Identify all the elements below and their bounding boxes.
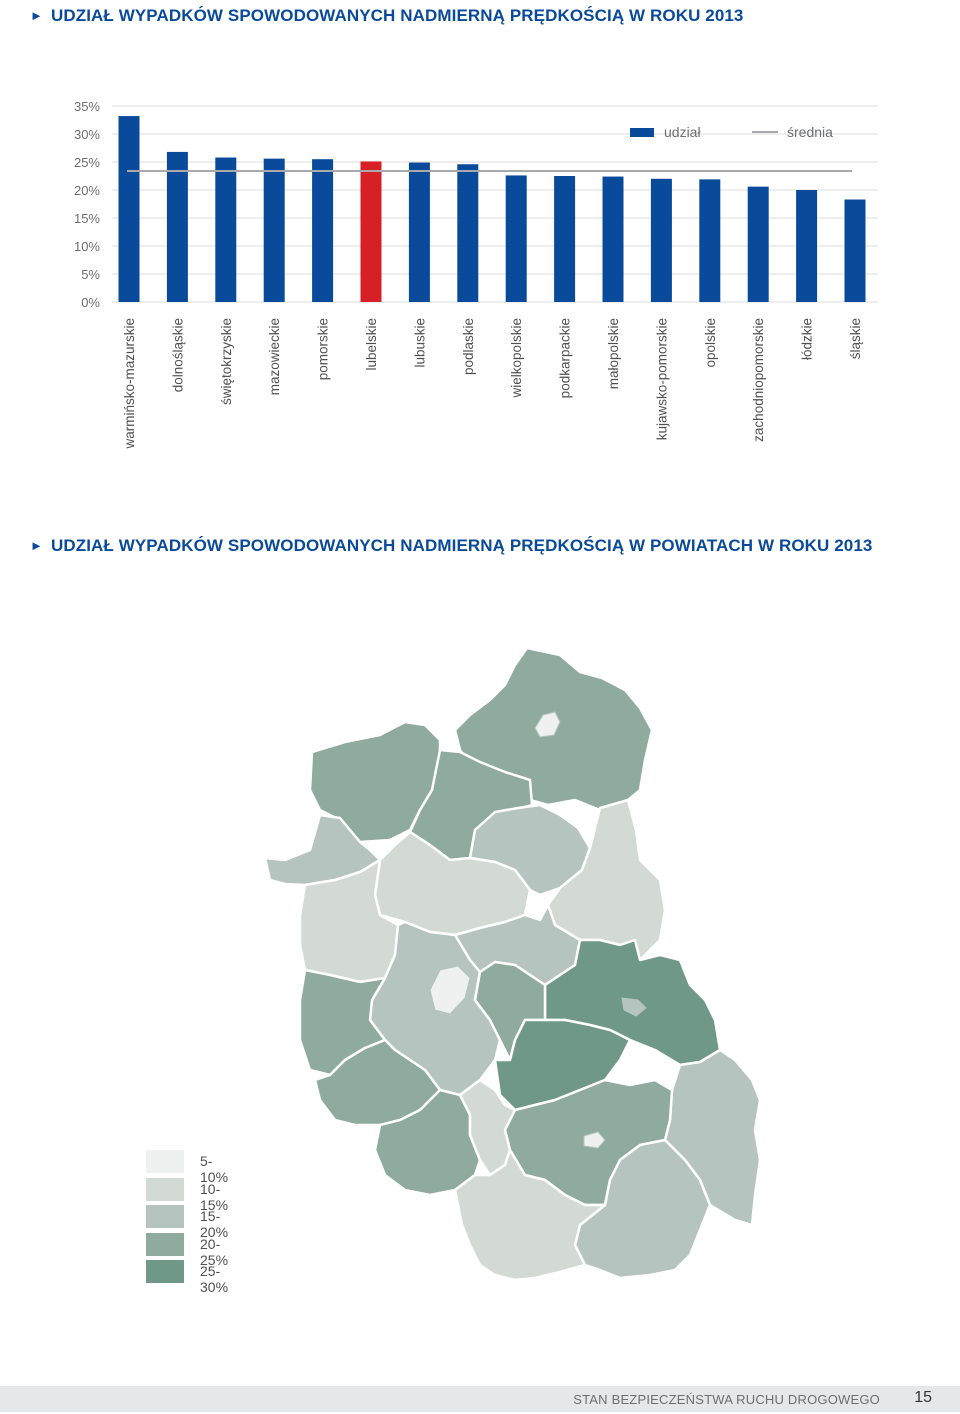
y-tick-label: 20% — [74, 183, 100, 198]
x-tick-label: warmińsko-mazurskie — [122, 318, 137, 450]
y-tick-label: 0% — [81, 295, 100, 310]
x-tick-label: wielkopolskie — [509, 318, 524, 399]
bar — [408, 162, 430, 302]
x-tick-label: lubuskie — [412, 318, 427, 368]
chart-grid — [112, 105, 878, 303]
x-tick-label: śląskie — [848, 318, 863, 359]
y-tick-label: 15% — [74, 211, 100, 226]
bar — [263, 158, 285, 302]
y-tick-label: 5% — [81, 267, 100, 282]
x-tick-label: dolnośląskie — [170, 318, 185, 392]
map-city-enclave — [429, 965, 471, 1015]
y-tick-label: 25% — [74, 155, 100, 170]
page-number: 15 — [914, 1389, 932, 1406]
bar-chart: 0% 5% 10% 15% 20% 25% 30% 35% warmińsko-mazursk… — [74, 99, 878, 450]
legend-swatch — [146, 1232, 184, 1256]
legend-swatch — [146, 1177, 184, 1201]
map-city-enclave — [583, 1131, 606, 1149]
x-tick-label: kujawsko-pomorskie — [654, 318, 669, 440]
bar — [844, 199, 866, 302]
legend-swatch — [146, 1205, 184, 1228]
bar — [118, 116, 140, 302]
legend-label-udzial: udział — [664, 124, 701, 140]
title-arrow-icon: ► — [30, 8, 43, 23]
page-footer: STAN BEZPIECZEŃSTWA RUCHU DROGOWEGO 15 — [0, 1386, 960, 1412]
bar — [505, 175, 527, 302]
bar — [554, 176, 576, 302]
x-tick-label: małopolskie — [606, 318, 621, 389]
choropleth-map — [263, 646, 762, 1282]
bar — [360, 161, 382, 302]
y-tick-label: 35% — [74, 99, 100, 114]
x-tick-label: opolskie — [703, 318, 718, 368]
chart-bars — [118, 116, 866, 302]
bar — [650, 178, 672, 302]
bar — [699, 179, 721, 302]
x-tick-label: świętokrzyskie — [219, 318, 234, 405]
legend-label: 15-20% — [200, 1208, 229, 1240]
map-title: ► UDZIAŁ WYPADKÓW SPOWODOWANYCH NADMIERNĄ… — [30, 536, 873, 555]
map-region — [263, 813, 382, 887]
map-region — [453, 1148, 607, 1282]
map-region — [373, 830, 532, 937]
legend-swatch-udzial — [630, 128, 654, 137]
chart-title: ► UDZIAŁ WYPADKÓW SPOWODOWANYCH NADMIERNĄ… — [30, 6, 744, 25]
footer-title: STAN BEZPIECZEŃSTWA RUCHU DROGOWEGO — [573, 1392, 880, 1407]
bar — [457, 164, 479, 302]
x-tick-label: pomorskie — [316, 318, 331, 380]
title-arrow-icon: ► — [30, 538, 43, 553]
legend-label: 25-30% — [200, 1263, 229, 1295]
chart-legend: udział średnia — [630, 124, 833, 140]
bar — [602, 176, 624, 302]
bar — [747, 186, 769, 302]
x-tick-label: mazowieckie — [267, 318, 282, 395]
legend-label-srednia: średnia — [787, 124, 833, 140]
map-city-enclave — [621, 997, 647, 1017]
x-tick-label: łódzkie — [800, 318, 815, 360]
bar — [312, 159, 334, 302]
x-tick-label: zachodniopomorskie — [751, 318, 766, 442]
legend-label: 5-10% — [200, 1153, 229, 1185]
y-axis-ticks: 0% 5% 10% 15% 20% 25% 30% 35% — [74, 99, 100, 310]
x-tick-label: lubelskie — [364, 318, 379, 371]
x-tick-label: podkarpackie — [558, 318, 573, 398]
legend-label: 20-25% — [200, 1235, 229, 1268]
y-tick-label: 30% — [74, 127, 100, 142]
x-tick-label: podlaskie — [461, 318, 476, 375]
legend-swatch — [146, 1260, 184, 1283]
bar — [215, 157, 237, 302]
legend-label: 10-15% — [200, 1180, 229, 1213]
bar — [166, 151, 188, 302]
map-city-enclave — [534, 711, 561, 738]
y-tick-label: 10% — [74, 239, 100, 254]
x-axis-labels: warmińsko-mazurskie dolnośląskie świętokrz… — [122, 318, 863, 450]
legend-swatch — [146, 1150, 184, 1173]
bar — [796, 190, 818, 302]
